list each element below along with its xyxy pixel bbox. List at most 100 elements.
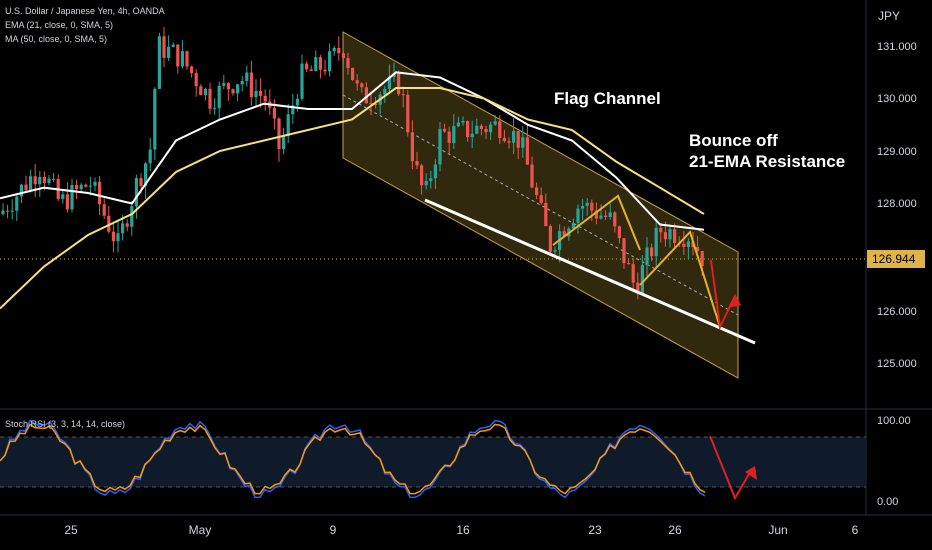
candle-body — [249, 72, 253, 98]
candle-body — [323, 69, 327, 72]
candle-body — [272, 107, 276, 119]
candle-body — [544, 202, 548, 227]
ema-legend[interactable]: EMA (21, close, 0, SMA, 5) — [5, 20, 114, 30]
candle-body — [516, 130, 520, 148]
candle-body — [337, 47, 341, 54]
candle-body — [167, 46, 171, 58]
time-tick-label: 25 — [64, 523, 78, 537]
candle-body — [512, 130, 516, 143]
candle-body — [185, 51, 189, 67]
candle-body — [29, 176, 33, 191]
candle-body — [456, 122, 460, 127]
candle-body — [254, 90, 258, 98]
stoch-axis-labels: 100.00 0.00 — [877, 415, 911, 508]
candle-body — [576, 208, 580, 223]
candle-body — [240, 80, 244, 85]
candle-body — [571, 222, 575, 229]
candle-body — [636, 282, 640, 294]
price-tick-label: 126.000 — [877, 306, 917, 318]
flag-channel-area[interactable] — [342, 31, 739, 379]
candle-body — [484, 128, 488, 133]
candle-body — [355, 80, 359, 84]
last-price-tag — [867, 250, 925, 268]
time-tick-label: 16 — [456, 523, 470, 537]
candle-body — [52, 178, 56, 180]
candle-body — [700, 251, 704, 266]
candle-body — [433, 164, 437, 179]
candle-body — [452, 126, 456, 144]
candle-body — [479, 125, 483, 129]
support-trendline[interactable] — [424, 198, 756, 345]
stoch-tick-label: 100.00 — [877, 415, 911, 427]
candle-body — [295, 98, 299, 106]
candle-body — [346, 58, 350, 68]
ma-legend[interactable]: MA (50, close, 0, SMA, 5) — [5, 34, 108, 44]
candle-body — [144, 163, 148, 186]
zigzag-pattern-2[interactable] — [639, 230, 721, 328]
moving-averages — [0, 71, 705, 310]
candle-body — [226, 83, 230, 90]
candle-body — [33, 176, 37, 185]
candle-body — [663, 232, 667, 240]
candle-body — [673, 229, 677, 244]
candle-body — [599, 215, 603, 219]
candle-body — [401, 94, 405, 96]
stoch-projection-arrow[interactable] — [709, 435, 753, 501]
bounce-annotation-line2: 21-EMA Resistance — [689, 152, 846, 171]
candle-body — [341, 53, 345, 59]
candle-body — [539, 195, 543, 203]
stoch-band-fill — [0, 437, 866, 487]
candle-body — [116, 233, 120, 242]
candle-body — [410, 132, 414, 162]
candle-body — [461, 121, 465, 123]
candle-body — [443, 128, 447, 132]
candle-body — [162, 36, 166, 58]
candle-body — [259, 90, 263, 96]
candle-body — [157, 36, 161, 89]
candle-body — [88, 185, 92, 187]
candle-body — [328, 51, 332, 72]
candle-body — [98, 181, 102, 205]
stoch-arrowhead — [745, 466, 757, 480]
candle-body — [424, 181, 428, 186]
symbol-legend[interactable]: U.S. Dollar / Japanese Yen, 4h, OANDA — [5, 6, 165, 16]
candle-body — [180, 51, 184, 67]
candle-body — [466, 121, 470, 138]
ema-21-line[interactable] — [0, 71, 705, 231]
projection-arrowhead — [728, 294, 741, 308]
candle-body — [236, 84, 240, 94]
candle-body — [213, 108, 217, 110]
candle-body — [93, 181, 97, 186]
candle-body — [686, 241, 690, 247]
stoch-k-line[interactable] — [0, 419, 706, 499]
currency-label: JPY — [878, 9, 900, 23]
candle-body — [19, 184, 23, 197]
candle-body — [383, 88, 387, 95]
candle-body — [645, 247, 649, 266]
stoch-legend[interactable]: Stoch RSI (3, 3, 14, 14, close) — [5, 419, 126, 429]
candle-body — [24, 184, 28, 191]
candle-body — [309, 69, 313, 71]
candle-body — [654, 227, 658, 257]
candle-body — [387, 76, 391, 89]
candle-body — [475, 125, 479, 134]
candle-body — [130, 206, 134, 227]
bounce-annotation-line1: Bounce off — [689, 131, 778, 150]
candle-body — [217, 85, 221, 109]
zigzag-pattern-1[interactable] — [552, 194, 641, 251]
candle-body — [369, 103, 373, 105]
price-tick-label: 131.000 — [877, 41, 917, 53]
candle-body — [360, 83, 364, 88]
candle-body — [493, 121, 497, 125]
time-tick-label: May — [189, 523, 212, 537]
candle-body — [245, 72, 249, 81]
ma-50-line[interactable] — [0, 87, 705, 310]
time-tick-label: 6 — [852, 523, 859, 537]
candle-body — [429, 178, 433, 182]
candle-body — [107, 215, 111, 232]
candle-body — [15, 196, 19, 211]
price-tick-label: 128.000 — [877, 198, 917, 210]
candle-body — [282, 136, 286, 150]
stoch-d-line[interactable] — [0, 423, 706, 495]
